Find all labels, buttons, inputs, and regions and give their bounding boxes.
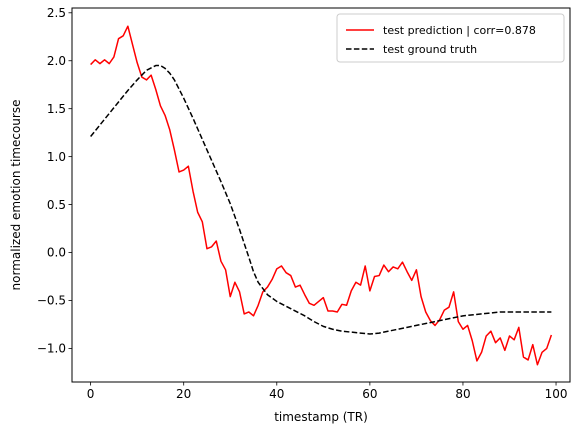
x-tick-label: 80 — [455, 387, 470, 401]
x-tick-label: 0 — [87, 387, 95, 401]
plot-lines — [90, 25, 553, 366]
y-tick-label: −1.0 — [37, 342, 66, 356]
y-tick-label: 2.0 — [47, 54, 66, 68]
y-tick-label: 0.5 — [47, 198, 66, 212]
x-axis-label: timestamp (TR) — [274, 410, 368, 424]
y-tick-label: −0.5 — [37, 294, 66, 308]
y-axis-label: normalized emotion timecourse — [9, 100, 23, 291]
legend: test prediction | corr=0.878 test ground … — [336, 13, 565, 63]
y-tick-label: 0.0 — [47, 246, 66, 260]
series-line-1 — [90, 25, 553, 366]
y-tick-label: 1.5 — [47, 102, 66, 116]
legend-box — [336, 13, 565, 63]
x-tick-label: 100 — [545, 387, 568, 401]
legend-label-2: test ground truth — [383, 43, 477, 56]
x-axis-ticks: 0 20 40 60 80 100 — [87, 382, 568, 401]
x-tick-label: 40 — [269, 387, 284, 401]
y-axis-ticks: −1.0 −0.5 0.0 0.5 1.0 1.5 2.0 2.5 — [37, 6, 72, 356]
y-tick-label: 1.0 — [47, 150, 66, 164]
y-tick-label: 2.5 — [47, 6, 66, 20]
plot-frame — [71, 7, 571, 383]
x-tick-label: 20 — [176, 387, 191, 401]
legend-label-1: test prediction | corr=0.878 — [383, 24, 536, 37]
series-line-2 — [90, 64, 552, 335]
x-tick-label: 60 — [362, 387, 377, 401]
